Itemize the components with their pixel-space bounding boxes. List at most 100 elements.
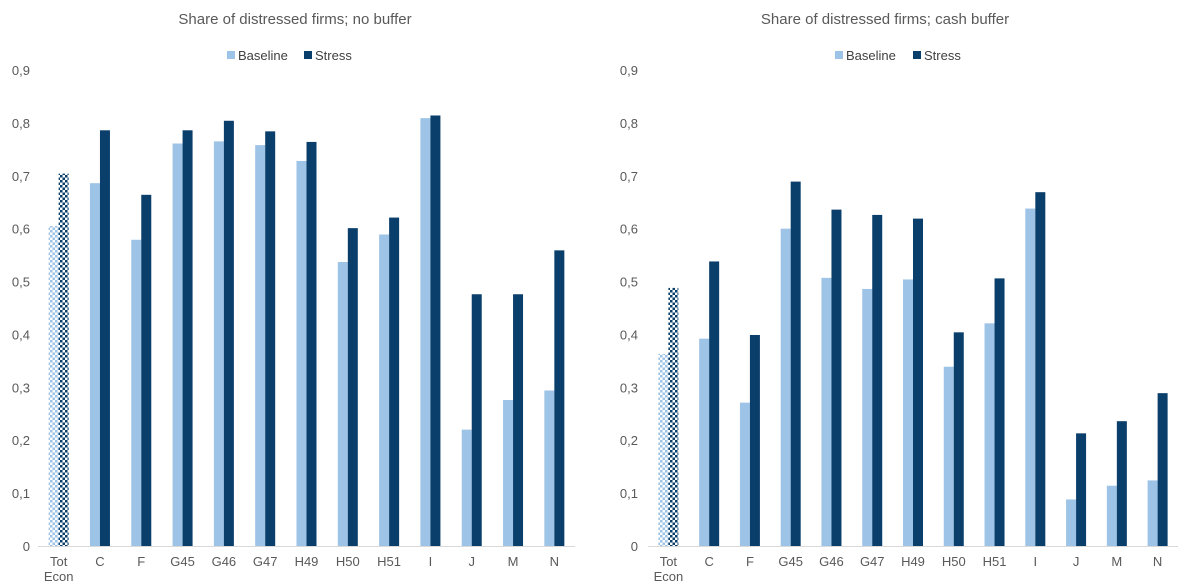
y-tick-label: 0,7	[620, 169, 638, 184]
bar-stress	[430, 115, 441, 547]
bar-stress	[1076, 433, 1087, 546]
bar-baseline	[658, 354, 669, 546]
x-tick-label: Tot	[50, 554, 68, 569]
bar-baseline	[984, 323, 995, 546]
bar-baseline	[1066, 499, 1077, 546]
y-tick-label: 0,7	[12, 169, 30, 184]
bar-baseline	[89, 183, 100, 546]
bar-stress	[182, 130, 193, 546]
bar-stress	[872, 214, 883, 546]
bar-baseline	[503, 400, 514, 546]
bar-baseline	[1025, 208, 1036, 546]
legend: Baseline Stress	[227, 48, 352, 63]
bar-stress	[831, 209, 842, 547]
y-tick-label: 0,2	[620, 433, 638, 448]
bar-baseline	[699, 338, 710, 546]
bar-stress	[471, 294, 482, 546]
bar-baseline	[862, 288, 873, 546]
bar-stress	[668, 287, 679, 546]
bar-stress	[306, 141, 317, 546]
x-tick-label: F	[137, 554, 145, 569]
y-tick-label: 0,5	[12, 275, 30, 290]
x-tick-label: H49	[295, 554, 319, 569]
y-tick-label: 0,4	[620, 327, 638, 342]
y-tick-label: 0,8	[12, 116, 30, 131]
x-tick-label: G45	[170, 554, 195, 569]
x-tick-label: M	[1111, 554, 1122, 569]
bar-baseline	[48, 226, 59, 546]
x-tick-label: H50	[942, 554, 966, 569]
bar-stress	[749, 334, 760, 546]
x-tick-label: F	[746, 554, 754, 569]
bar-baseline	[131, 239, 142, 547]
x-tick-label: G47	[860, 554, 885, 569]
legend-label-baseline: Baseline	[846, 48, 896, 63]
bar-stress	[1116, 421, 1127, 546]
chart-title: Share of distressed firms; no buffer	[178, 11, 411, 28]
bar-stress	[554, 250, 565, 546]
legend-swatch-stress	[913, 51, 921, 59]
bar-baseline	[1106, 485, 1117, 546]
bar-baseline	[379, 234, 390, 547]
bar-baseline	[255, 145, 266, 546]
bar-stress	[513, 294, 524, 546]
bar-baseline	[420, 118, 431, 546]
x-tick-label: I	[1033, 554, 1037, 569]
bar-baseline	[1147, 480, 1158, 546]
bar-baseline	[780, 228, 791, 546]
y-tick-label: 0,6	[620, 222, 638, 237]
bar-baseline	[821, 277, 832, 546]
y-tick-label: 0	[631, 539, 638, 554]
y-tick-label: 0,6	[12, 222, 30, 237]
y-tick-label: 0,5	[620, 275, 638, 290]
bar-stress	[347, 228, 358, 547]
bar-baseline	[213, 141, 224, 546]
x-tick-label: G47	[253, 554, 278, 569]
y-tick-label: 0,9	[620, 63, 638, 78]
chart-panel-no-buffer: Share of distressed firms; no buffer Bas…	[12, 11, 575, 584]
y-tick-label: 0,1	[620, 486, 638, 501]
y-tick-label: 0,9	[12, 63, 30, 78]
bar-baseline	[461, 429, 472, 546]
legend-label-baseline: Baseline	[238, 48, 288, 63]
x-tick-label: H49	[901, 554, 925, 569]
bar-baseline	[337, 261, 348, 546]
x-tick-label: N	[550, 554, 559, 569]
legend-swatch-stress	[304, 51, 312, 59]
bar-stress	[223, 120, 234, 547]
bar-baseline	[544, 390, 555, 546]
y-tick-label: 0,4	[12, 327, 30, 342]
bar-stress	[913, 218, 923, 546]
legend: Baseline Stress	[835, 48, 961, 63]
bar-stress	[953, 332, 964, 546]
y-tick-label: 0,2	[12, 433, 30, 448]
x-tick-label: N	[1153, 554, 1162, 569]
y-tick-label: 0,3	[12, 380, 30, 395]
x-tick-label: Econ	[654, 569, 684, 584]
x-tick-label: H51	[983, 554, 1007, 569]
bar-stress	[1035, 192, 1046, 546]
x-tick-label: C	[95, 554, 104, 569]
x-tick-label: Tot	[660, 554, 678, 569]
bar-baseline	[943, 366, 954, 546]
y-tick-label: 0,8	[620, 116, 638, 131]
legend-swatch-baseline	[227, 51, 235, 59]
bar-baseline	[903, 279, 913, 546]
bar-stress	[389, 217, 400, 546]
chart-panel-cash-buffer: Share of distressed firms; cash buffer B…	[620, 11, 1178, 584]
legend-label-stress: Stress	[315, 48, 352, 63]
x-tick-label: M	[508, 554, 519, 569]
bar-stress	[58, 173, 69, 546]
bar-stress	[709, 261, 720, 546]
x-tick-label: C	[704, 554, 713, 569]
bar-stress	[994, 278, 1005, 546]
bar-stress	[790, 181, 801, 546]
legend-label-stress: Stress	[924, 48, 961, 63]
bar-stress	[99, 130, 110, 546]
x-tick-label: G45	[778, 554, 803, 569]
x-tick-label: G46	[212, 554, 237, 569]
bar-baseline	[739, 402, 750, 546]
